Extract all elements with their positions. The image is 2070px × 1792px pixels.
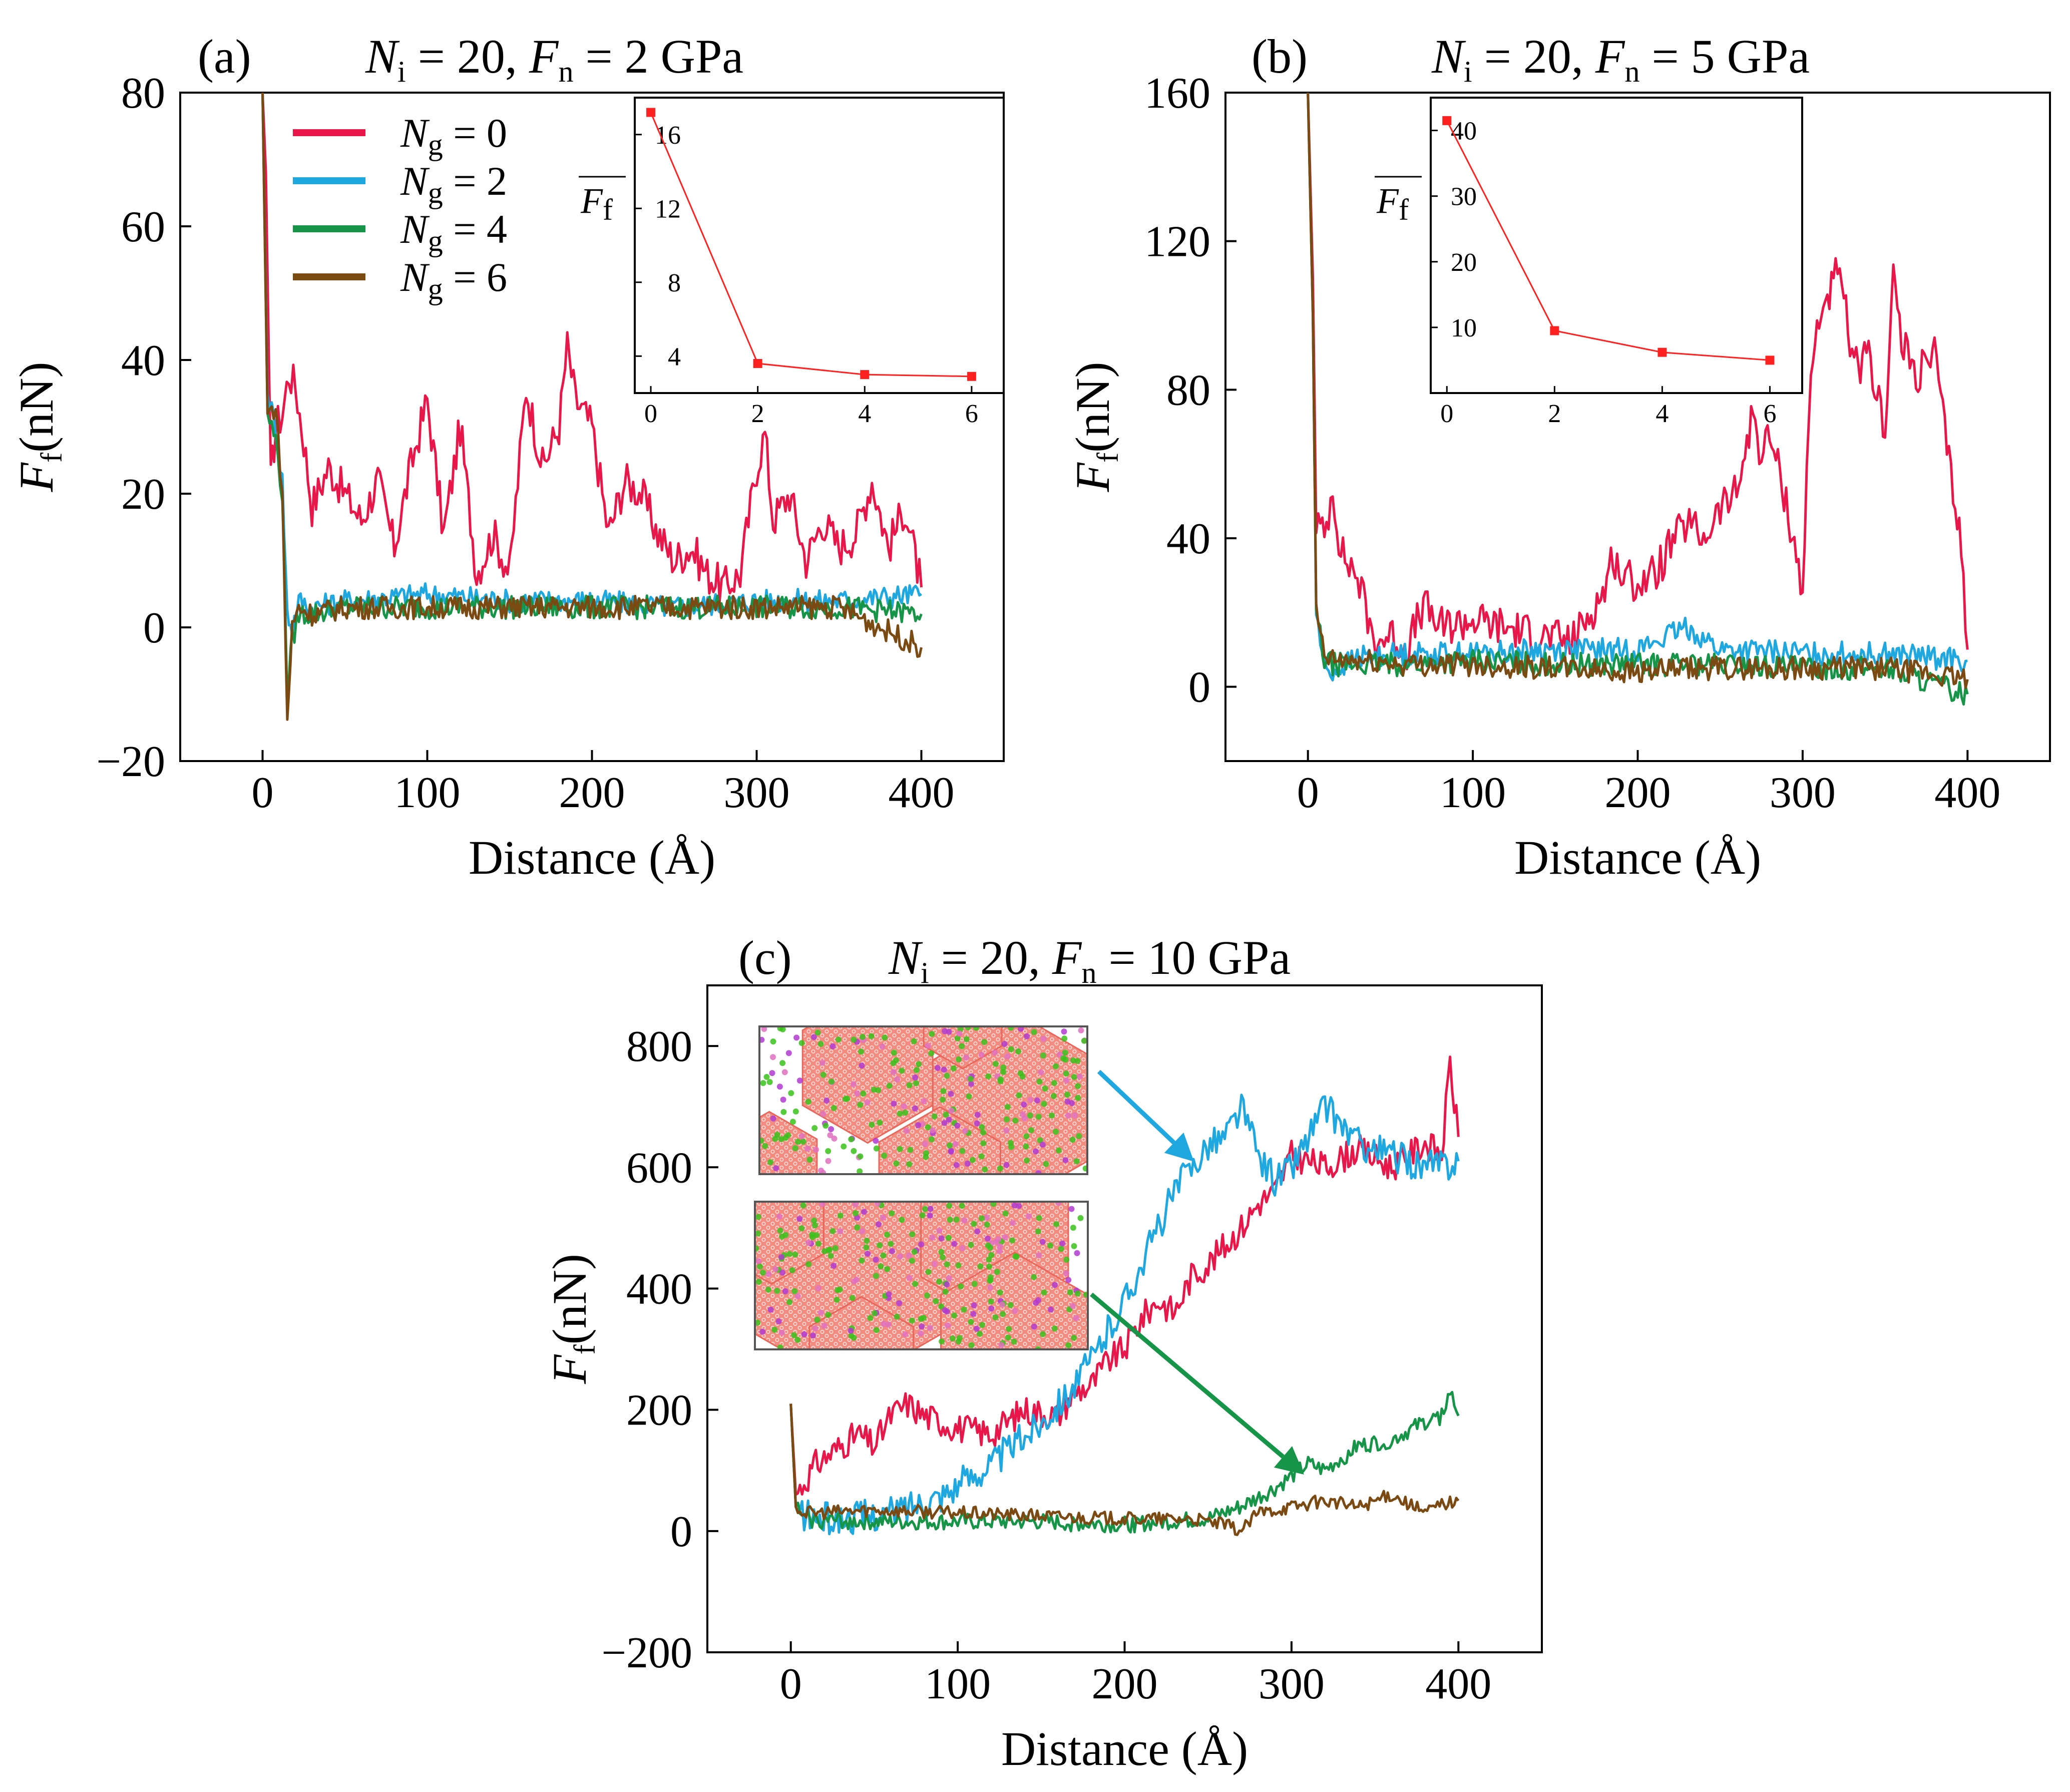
legend-entry: Ng = 4 [400,206,507,257]
x-tick-label: 0 [1297,769,1319,817]
inset-x-tick-label: 6 [1763,400,1776,428]
series-group [261,93,923,721]
x-tick-label: 400 [1425,1660,1491,1708]
inset-y-label: Ff [1376,181,1409,226]
series-line-ng6 [1307,93,1969,689]
inset-x-tick-label: 2 [1548,400,1561,428]
inset-y-tick-label: 8 [668,269,681,297]
inset-point [1658,347,1667,357]
inset-x-tick-label: 0 [1440,400,1453,428]
series-line-ng0 [789,1055,1460,1496]
x-tick-label: 300 [1259,1660,1325,1708]
inset-y-label: Ff [580,181,613,226]
y-axis-label: Ff(nN) [1066,362,1124,493]
panel-label: (a) [198,30,251,83]
panel-title: Ni = 20, Fn = 5 GPa [1431,30,1810,88]
x-tick-label: 100 [394,769,461,817]
arrow-to-blue-curve [1097,1069,1194,1162]
inset-y-tick-label: 10 [1451,314,1477,342]
series-line-ng6 [261,93,923,721]
inset-point [1765,355,1775,365]
y-tick-label: 20 [121,470,165,519]
inset-x-tick-label: 4 [858,400,871,428]
arrow-to-green-curve [1090,1292,1304,1475]
series-line-ng2 [789,1094,1460,1536]
inset-line [1446,120,1770,361]
inset-y-tick-label: 30 [1451,183,1477,211]
y-tick-label: 80 [1166,366,1210,415]
legend: Ng = 0Ng = 2Ng = 4Ng = 6 [293,110,507,305]
inset-point [646,108,656,117]
legend-entry: Ng = 2 [400,158,507,209]
panel-title: Ni = 20, Fn = 2 GPa [365,30,743,88]
panel-c: (c) Ni = 20, Fn = 10 GPa 0 100 200 300 400 −200… [543,931,1543,1775]
inset-y-tick-label: 20 [1451,248,1477,277]
inset-line [650,112,972,378]
y-tick-label: 0 [143,604,165,652]
x-tick-label: 0 [780,1660,802,1708]
series-line-ng0 [261,93,923,602]
y-tick-label: 400 [626,1265,692,1313]
inset-x-tick-label: 0 [644,400,657,428]
y-axis-label: Ff(nN) [543,1254,601,1384]
panel-title: Ni = 20, Fn = 10 GPa [888,931,1291,989]
x-tick-label: 100 [925,1660,991,1708]
x-tick-label: 300 [724,769,790,817]
inset-point [860,370,870,380]
y-tick-label: 40 [1166,515,1210,563]
x-tick-label: 400 [889,769,955,817]
inset-chart: 0 2 4 6 4 8 12 16 Ff [579,97,1005,428]
x-tick-label: 200 [1605,769,1671,817]
x-tick-label: 200 [1092,1660,1158,1708]
y-tick-label: 120 [1144,218,1210,266]
y-tick-label: 0 [1188,663,1210,712]
y-tick-label: 0 [670,1508,692,1556]
panel-label: (c) [738,931,792,984]
inset-frame [1430,97,1803,394]
snapshot-lower [754,1201,1089,1350]
snapshot-upper [758,1025,1088,1175]
series-group [789,1055,1460,1536]
inset-point [753,359,762,368]
x-axis-label: Distance (Å) [1001,1722,1248,1775]
inset-point [967,372,976,381]
inset-frame [634,97,1005,394]
y-tick-label: −20 [96,738,165,786]
panel-label: (b) [1252,30,1308,83]
y-tick-label: 600 [626,1144,692,1192]
x-axis-label: Distance (Å) [469,831,715,884]
inset-y-tick-label: 4 [668,342,681,371]
inset-y-tick-label: 16 [655,121,681,150]
inset-point [1550,326,1559,335]
x-axis-label: Distance (Å) [1514,831,1761,884]
series-line-ng6 [789,1403,1460,1536]
x-tick-label: 200 [559,769,625,817]
inset-chart: 0 2 4 6 10 20 30 40 Ff [1375,97,1803,428]
y-axis-label: Ff(nN) [10,362,68,493]
legend-entry: Ng = 0 [400,110,507,161]
x-tick-label: 400 [1934,769,2000,817]
inset-x-tick-label: 2 [751,400,764,428]
y-tick-label: 60 [121,203,165,251]
series-group [1307,93,1969,706]
legend-entry: Ng = 6 [400,254,507,305]
y-tick-label: 160 [1144,69,1210,118]
inset-point [1442,116,1452,125]
inset-x-tick-label: 6 [965,400,978,428]
y-tick-label: 800 [626,1022,692,1071]
x-tick-label: 0 [252,769,274,817]
inset-y-tick-label: 40 [1451,117,1477,146]
x-tick-label: 300 [1770,769,1836,817]
y-tick-label: 40 [121,336,165,385]
inset-x-tick-label: 4 [1655,400,1669,428]
y-tick-label: 80 [121,69,165,118]
x-tick-label: 100 [1440,769,1506,817]
inset-y-tick-label: 12 [655,195,681,223]
y-tick-label: 200 [626,1386,692,1435]
y-tick-label: −200 [601,1629,692,1677]
series-line-ng0 [1307,93,1969,670]
